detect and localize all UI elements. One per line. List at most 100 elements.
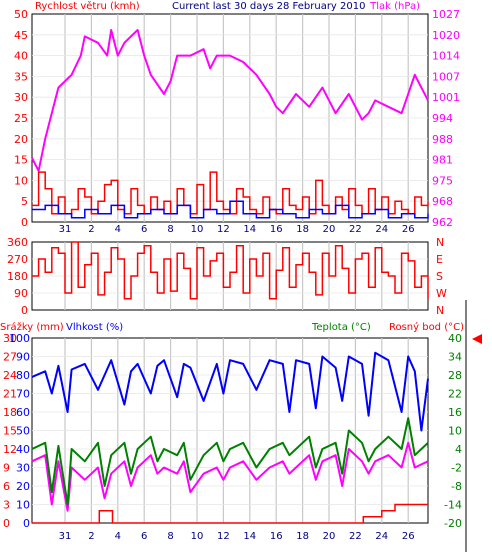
wind-speed-tick-label-9: 45 [14,29,28,42]
x-tick-label-5: 10 [191,531,204,542]
wind-direction-tick-label-2: 180 [7,270,28,283]
wind-speed-tick-label-7: 35 [14,70,28,83]
x-tick-label-3: 6 [141,531,147,542]
compass-tick-label-2: S [436,270,443,283]
wind-pressure-gridlines [32,14,428,222]
pressure-tick-label-2: 975 [432,174,453,187]
pressure-tick-label-4: 988 [432,133,453,146]
humidity-tick-label-0: 0 [23,517,30,530]
humidity-tick-label-4: 40 [16,443,30,456]
precipitation-tick-label-9: 27 [3,351,17,364]
x-tick-label-10: 20 [323,531,336,542]
humidity-tick-label-10: 100 [9,332,30,345]
wind-speed-tick-label-0: 0 [21,216,28,229]
compass-tick-label-1: W [436,287,447,300]
temperature-tick-label-0: -20 [444,517,462,530]
x-tick-label-11: 22 [349,531,362,542]
wind-direction-series [32,241,429,300]
humidity-temperature-gridlines [32,338,428,523]
dew-point-axis-title: Rosný bod (°C) [389,321,464,333]
humidity-axis-title: Vlhkost (%) [66,322,123,333]
pressure-tick-label-8: 1014 [432,50,460,63]
wind-pressure-x-axis: 31 2 4 6 8 10 12 14 16 18 20 22 24 26 [59,224,415,235]
x-tick-label-2: 4 [115,224,121,235]
wind-speed-tick-label-4: 20 [14,133,28,146]
wind-speed-tick-label-10: 50 [14,8,28,21]
temperature-tick-label-1: -14 [444,499,462,512]
wind-direction-tick-label-3: 270 [7,253,28,266]
compass-tick-label-0: N [436,304,444,317]
wind-direction-tick-label-0: 0 [21,304,28,317]
precipitation-tick-label-2: 6 [3,480,10,493]
x-tick-label-9: 18 [296,531,309,542]
compass-tick-label-3: E [436,253,443,266]
precipitation-tick-label-0: 0 [3,517,10,530]
x-tick-label-5: 10 [191,224,204,235]
wind-direction-tick-label-4: 360 [7,236,28,249]
wind-speed-axis-title: Rychlost větru (kmh) [35,0,140,12]
wind-speed-tick-label-6: 30 [14,91,28,104]
precipitation-tick-label-5: 15 [3,425,17,438]
humidity-tick-label-5: 50 [16,425,30,438]
pressure-line [31,29,429,172]
humidity-temperature-panel: 0369121518212427300102030405060708090100… [0,321,482,542]
temperature-tick-label-8: 28 [448,369,462,382]
wind-speed-tick-label-2: 10 [14,174,28,187]
x-tick-label-13: 26 [402,224,415,235]
compass-tick-label-4: N [436,236,444,249]
pressure-axis-title: Tlak (hPa) [369,1,420,12]
pressure-tick-label-1: 968 [432,195,453,208]
humidity-tick-label-9: 90 [16,351,30,364]
wind-pressure-series [31,29,429,219]
precipitation-tick-label-1: 3 [3,499,10,512]
pressure-tick-label-6: 1001 [432,91,460,104]
x-tick-label-1: 2 [88,531,94,542]
x-tick-label-12: 24 [375,224,388,235]
precipitation-line [32,503,428,524]
precipitation-tick-label-7: 21 [3,388,17,401]
humidity-tick-label-2: 20 [16,480,30,493]
x-tick-label-9: 18 [296,224,309,235]
wind-speed-tick-label-1: 5 [21,195,28,208]
x-tick-label-10: 20 [323,224,336,235]
humidity-temperature-x-axis: 31 2 4 6 8 10 12 14 16 18 20 22 24 26 [59,531,415,542]
precipitation-tick-label-6: 18 [3,406,17,419]
pressure-axis: 962 968 975 981 988 994 1001 1007 1014 1020 1027 [432,8,460,229]
precipitation-axis-title: Srážky (mm) [0,321,64,333]
humidity-line [31,351,429,432]
precipitation-tick-label-10: 30 [3,332,17,345]
x-tick-label-6: 12 [217,531,230,542]
precipitation-tick-label-3: 9 [3,462,10,475]
humidity-tick-label-3: 30 [16,462,30,475]
wind-pressure-panel: 0 5 10 15 20 25 30 35 40 45 50 962 968 975 981 988 994 1… [14,0,460,235]
humidity-tick-label-1: 10 [16,499,30,512]
humidity-tick-label-8: 80 [16,369,30,382]
humidity-tick-label-6: 60 [16,406,30,419]
temperature-tick-label-3: -2 [451,462,462,475]
wind-speed-line [32,200,429,219]
wind-speed-tick-label-8: 40 [14,50,28,63]
x-tick-label-8: 16 [270,531,283,542]
precipitation-tick-label-4: 12 [3,443,17,456]
temperature-axis-title: Teplota (°C) [311,322,371,333]
x-tick-label-0: 31 [59,531,72,542]
pressure-tick-label-3: 981 [432,154,453,167]
x-tick-label-11: 22 [349,224,362,235]
chart-title: Current last 30 days 28 February 2010 [172,1,365,12]
precipitation-tick-label-8: 24 [3,369,17,382]
pressure-tick-label-10: 1027 [432,8,460,21]
pressure-tick-label-5: 994 [432,112,453,125]
wind-direction-line [32,241,429,300]
wind-direction-tick-label-1: 90 [14,287,28,300]
dew-point-line [31,441,429,512]
x-tick-label-0: 31 [59,224,72,235]
x-tick-label-2: 4 [115,531,121,542]
temperature-tick-label-6: 16 [448,406,462,419]
x-tick-label-4: 8 [167,224,173,235]
pressure-tick-label-9: 1020 [432,29,460,42]
x-tick-label-8: 16 [270,224,283,235]
x-tick-label-3: 6 [141,224,147,235]
